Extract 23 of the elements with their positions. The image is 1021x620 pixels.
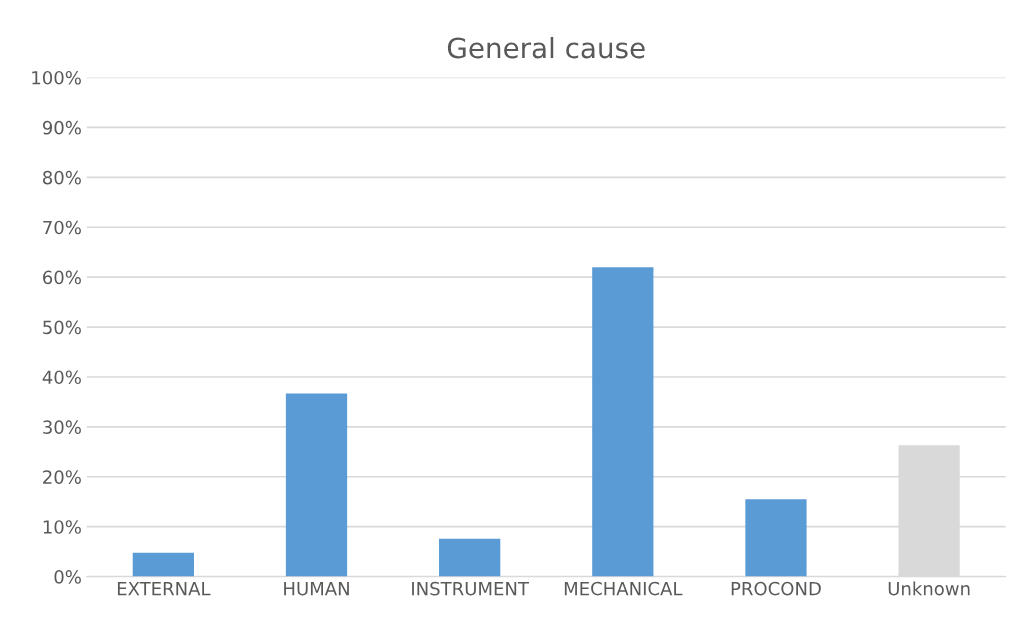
y-tick-label: 60% [43,270,81,285]
bar [592,267,654,577]
y-tick-label: 30% [43,420,81,434]
y-tick-label: 100% [32,70,81,85]
x-tick-label: MECHANICAL [564,581,683,596]
y-tick-label: 90% [42,120,81,135]
bar [439,538,501,577]
x-tick-label: INSTRUMENT [412,581,530,596]
y-tick-label: 10% [43,520,81,534]
y-tick-label: 80% [43,170,81,185]
x-tick-label: HUMAN [284,582,349,596]
x-tick-label: EXTERNAL [117,582,211,596]
bar [745,499,807,577]
y-tick-label: 20% [43,470,81,484]
bar [132,552,194,577]
y-tick-label: 70% [43,220,81,235]
chart-title: General cause [447,36,645,59]
bar [285,393,348,577]
x-tick-label: Unknown [888,581,970,596]
y-tick-label: 50% [43,320,81,335]
x-tick-label: PROCOND [731,581,821,596]
y-tick-label: 0% [54,570,81,584]
y-tick-label: 40% [42,370,81,385]
